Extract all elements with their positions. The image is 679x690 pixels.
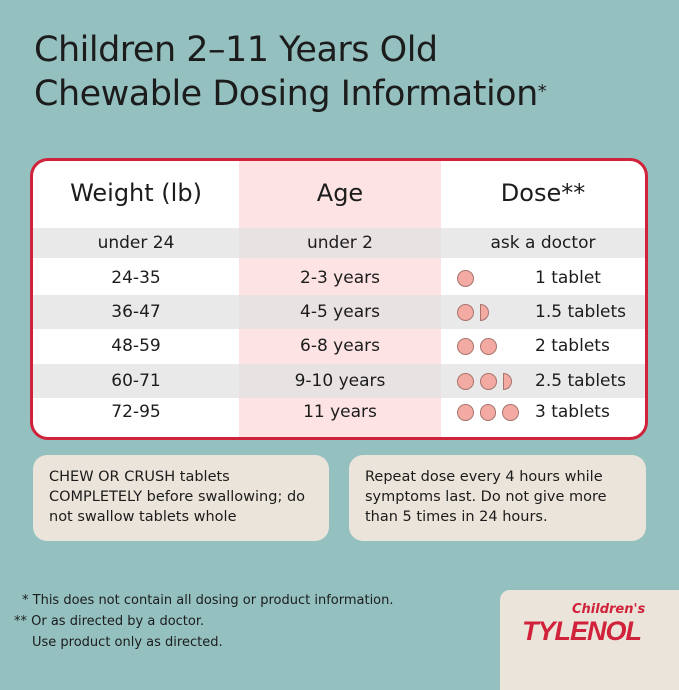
- tylenol-logo: Children's TYLENOL: [500, 590, 679, 690]
- footnote-3: Use product only as directed.: [32, 635, 223, 650]
- tablet-icon: [457, 403, 474, 421]
- age-cell: 6-8 years: [300, 336, 380, 356]
- table-row: 48-59 6-8 years 2 tablets: [33, 330, 645, 362]
- age-cell: 4-5 years: [300, 302, 380, 322]
- title-line-1: Children 2–11 Years Old: [34, 30, 438, 70]
- half-tablet-icon: [503, 372, 512, 390]
- repeat-dose-text: Repeat dose every 4 hours while symptoms…: [365, 469, 607, 525]
- dose-cell: ask a doctor: [490, 233, 596, 253]
- header-age: Age: [316, 179, 364, 207]
- tablet-icons: [441, 303, 519, 321]
- dose-cell: 3 tablets: [441, 402, 645, 422]
- footnote-1: * This does not contain all dosing or pr…: [22, 593, 394, 608]
- weight-cell: 60-71: [111, 371, 161, 391]
- tablet-icon: [457, 303, 474, 321]
- half-tablet-icon: [480, 303, 489, 321]
- dose-cell: 2.5 tablets: [441, 371, 645, 391]
- weight-cell: 72-95: [111, 402, 161, 422]
- dose-label: 1 tablet: [535, 268, 601, 288]
- age-cell: 11 years: [303, 402, 377, 422]
- footnote-2: ** Or as directed by a doctor.: [14, 614, 205, 629]
- tablet-icon: [457, 269, 474, 287]
- age-cell: 2-3 years: [300, 268, 380, 288]
- dose-cell: 2 tablets: [441, 336, 645, 356]
- table-header-row: Weight (lb) Age Dose**: [33, 161, 645, 225]
- page-title: Children 2–11 Years Old Chewable Dosing …: [34, 28, 547, 116]
- chew-instructions-box: CHEW OR CRUSH tablets COMPLETELY before …: [33, 455, 329, 541]
- dose-cell: 1.5 tablets: [441, 302, 645, 322]
- header-dose: Dose**: [500, 179, 586, 207]
- dose-label: 2 tablets: [535, 336, 610, 356]
- dose-label: 1.5 tablets: [535, 302, 627, 322]
- header-weight: Weight (lb): [70, 179, 202, 207]
- dose-cell: 1 tablet: [441, 268, 645, 288]
- logo-childrens: Children's: [572, 602, 646, 617]
- table-row: 36-47 4-5 years 1.5 tablets: [33, 295, 645, 329]
- tablet-icons: [441, 269, 519, 287]
- title-asterisk: *: [537, 81, 547, 102]
- tablet-icon: [479, 403, 497, 421]
- table-row: 60-71 9-10 years 2.5 tablets: [33, 364, 645, 398]
- weight-cell: 48-59: [111, 336, 161, 356]
- age-cell: under 2: [306, 233, 373, 253]
- tablet-icons: [441, 403, 520, 421]
- dosing-table: Weight (lb) Age Dose** under 24 under 2 as…: [30, 158, 648, 440]
- tablet-icon: [457, 337, 474, 355]
- table-row: under 24 under 2 ask a doctor: [33, 228, 645, 258]
- weight-cell: 36-47: [111, 302, 161, 322]
- tablet-icon: [480, 372, 497, 390]
- chew-instructions-text: CHEW OR CRUSH tablets COMPLETELY before …: [49, 469, 306, 525]
- tablet-icon: [457, 372, 474, 390]
- tablet-icons: [441, 337, 519, 355]
- weight-cell: 24-35: [111, 268, 161, 288]
- table-row: 24-35 2-3 years 1 tablet: [33, 262, 645, 294]
- age-cell: 9-10 years: [294, 371, 386, 391]
- weight-cell: under 24: [97, 233, 175, 253]
- table-row: 72-95 11 years 3 tablets: [33, 397, 645, 427]
- dose-label: 3 tablets: [535, 402, 610, 422]
- title-line-2: Chewable Dosing Information: [34, 74, 538, 114]
- logo-tylenol: TYLENOL: [522, 616, 642, 646]
- tablet-icon: [480, 337, 497, 355]
- dose-label: 2.5 tablets: [535, 371, 627, 391]
- tablet-icon: [502, 403, 520, 421]
- tablet-icons: [441, 372, 519, 390]
- repeat-dose-box: Repeat dose every 4 hours while symptoms…: [349, 455, 646, 541]
- footnotes: * This does not contain all dosing or pr…: [14, 590, 394, 653]
